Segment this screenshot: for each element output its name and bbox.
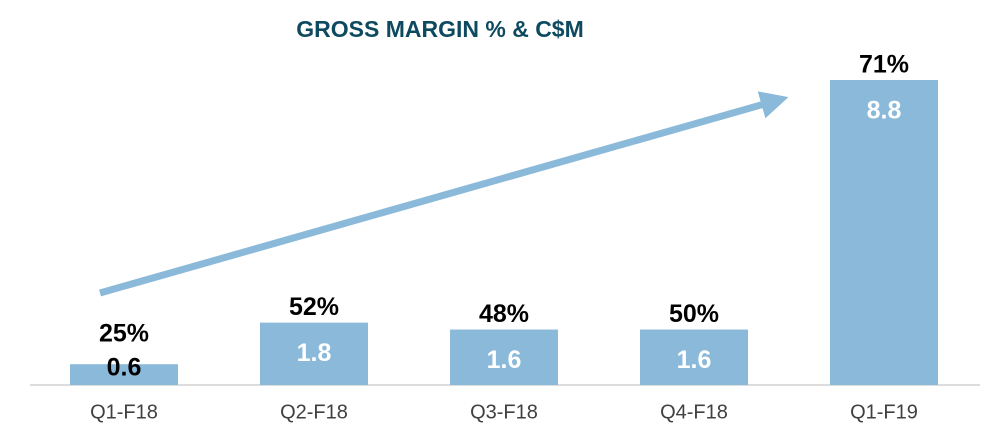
value-label: 1.6 — [677, 346, 712, 374]
bar — [640, 329, 748, 385]
bar — [450, 329, 558, 385]
value-label: 1.8 — [297, 339, 332, 367]
x-tick-label: Q2-F18 — [280, 401, 348, 423]
chart-title: GROSS MARGIN % & C$M — [296, 16, 584, 42]
value-label: 8.8 — [867, 97, 902, 125]
margin-label: 52% — [289, 293, 339, 321]
value-label: 0.6 — [107, 354, 142, 382]
x-tick-label: Q4-F18 — [660, 401, 728, 423]
bar — [260, 322, 368, 385]
margin-label: 48% — [479, 300, 529, 328]
x-tick-label: Q1-F19 — [850, 401, 918, 423]
x-tick-label: Q3-F18 — [470, 401, 538, 423]
value-label: 1.6 — [487, 346, 522, 374]
bar — [70, 364, 178, 385]
margin-label: 71% — [859, 51, 909, 79]
trend-arrow — [99, 91, 789, 297]
margin-label: 25% — [99, 320, 149, 348]
bar — [830, 80, 938, 385]
margin-label: 50% — [669, 300, 719, 328]
x-tick-label: Q1-F18 — [90, 401, 158, 423]
